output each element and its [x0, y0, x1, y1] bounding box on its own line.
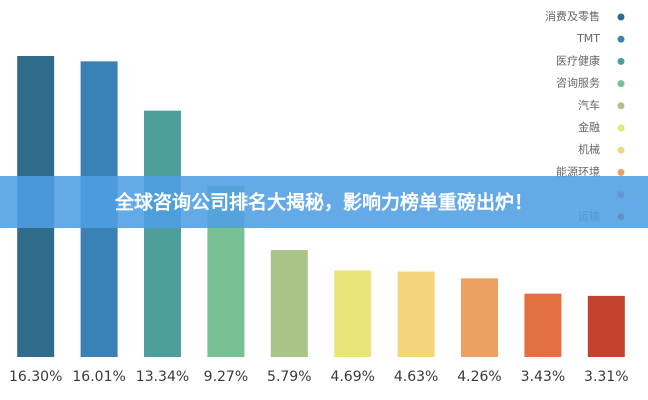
legend-swatch	[617, 124, 625, 132]
bar	[397, 271, 435, 357]
headline: 全球咨询公司排名大揭秘，影响力榜单重磅出炉！	[114, 191, 533, 214]
value-label: 4.69%	[330, 369, 374, 385]
legend-label: 消费及零售	[545, 9, 600, 23]
bar	[334, 270, 372, 357]
legend-label: 咨询服务	[556, 76, 600, 90]
value-label: 16.01%	[72, 369, 125, 385]
value-label: 4.26%	[457, 369, 501, 385]
legend-label: 汽车	[578, 98, 600, 112]
value-label: 4.63%	[394, 369, 438, 385]
value-label: 3.31%	[584, 369, 628, 385]
legend-swatch	[617, 80, 625, 88]
value-label: 5.79%	[267, 369, 311, 385]
legend-label: 机械	[578, 142, 600, 156]
legend-label: 医疗健康	[556, 53, 600, 67]
legend-swatch	[617, 168, 625, 176]
legend-swatch	[617, 13, 625, 21]
banner	[0, 176, 648, 228]
legend-swatch	[617, 146, 625, 154]
value-label: 3.43%	[521, 369, 565, 385]
value-label: 9.27%	[204, 369, 248, 385]
bar	[524, 293, 562, 357]
bar	[587, 295, 625, 357]
value-label: 16.30%	[9, 369, 62, 385]
bar	[270, 250, 308, 357]
bar	[144, 110, 181, 357]
legend-label: 能源环境	[556, 164, 600, 178]
bar	[461, 278, 498, 357]
legend-swatch	[617, 35, 625, 43]
legend-swatch	[617, 57, 625, 65]
legend-swatch	[617, 102, 625, 110]
legend-label: TMT	[576, 32, 600, 45]
legend-label: 金融	[578, 120, 600, 134]
value-label: 13.34%	[136, 369, 189, 385]
